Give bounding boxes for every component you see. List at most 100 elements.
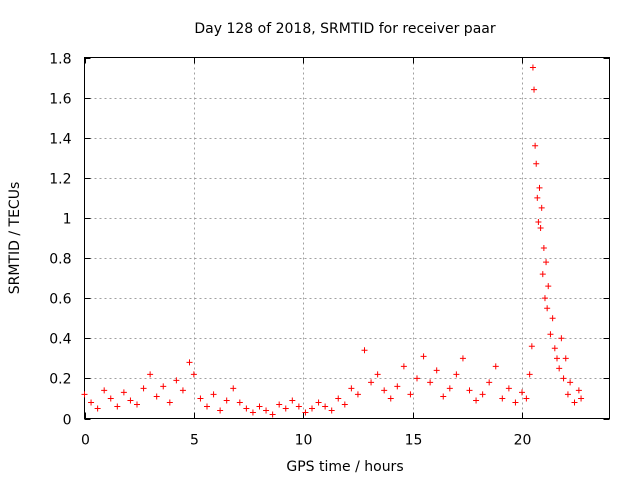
data-point xyxy=(575,387,582,394)
data-point xyxy=(186,359,193,366)
data-point xyxy=(512,399,519,406)
data-point xyxy=(153,393,160,400)
data-point xyxy=(147,371,154,378)
data-marks xyxy=(81,64,585,418)
data-point xyxy=(531,86,538,93)
y-tick-label: 0 xyxy=(63,413,72,429)
data-point xyxy=(302,409,309,416)
data-point xyxy=(179,387,186,394)
data-point xyxy=(230,385,237,392)
y-tick-label: 0.4 xyxy=(49,332,71,348)
y-tick-label: 1.4 xyxy=(49,132,71,148)
data-point xyxy=(499,395,506,402)
data-point xyxy=(107,395,114,402)
data-point xyxy=(549,315,556,322)
data-point xyxy=(263,407,270,414)
data-point xyxy=(562,355,569,362)
data-point xyxy=(473,397,480,404)
data-point xyxy=(466,387,473,394)
y-axis-label: SRMTID / TECUs xyxy=(7,182,23,295)
data-point xyxy=(249,409,256,416)
tick-layer: 0 0.2 0.4 0.6 0.8 1 1.2 1.4 1.6 1.8 0 5 10 15 20 xyxy=(49,52,610,449)
x-tick-label: 20 xyxy=(514,433,532,449)
data-point xyxy=(523,395,530,402)
data-point xyxy=(453,371,460,378)
data-point xyxy=(578,395,585,402)
data-point xyxy=(560,375,567,382)
data-point xyxy=(276,401,283,408)
data-point xyxy=(120,389,127,396)
data-point xyxy=(540,245,547,252)
y-tick-label: 1.2 xyxy=(49,172,71,188)
data-point xyxy=(348,385,355,392)
data-point xyxy=(547,331,554,338)
y-tick-label: 1.8 xyxy=(49,52,71,68)
data-point xyxy=(256,403,263,410)
data-point xyxy=(433,367,440,374)
data-point xyxy=(528,343,535,350)
data-point xyxy=(492,363,499,370)
data-point xyxy=(519,389,525,396)
x-tick-label: 0 xyxy=(81,433,90,449)
data-point xyxy=(534,194,541,201)
data-point xyxy=(564,391,571,398)
data-point xyxy=(328,407,335,414)
data-point xyxy=(440,393,447,400)
data-point xyxy=(190,371,197,378)
data-point xyxy=(88,399,95,406)
x-tick-label: 15 xyxy=(405,433,423,449)
data-point xyxy=(459,355,466,362)
data-point xyxy=(282,405,289,412)
data-point xyxy=(166,399,173,406)
data-point xyxy=(217,407,224,414)
chart-title: Day 128 of 2018, SRMTID for receiver paa… xyxy=(194,21,495,37)
data-point xyxy=(361,347,368,354)
data-point xyxy=(505,385,512,392)
y-tick-label: 0.8 xyxy=(49,252,71,268)
data-point xyxy=(479,391,486,398)
data-point xyxy=(545,283,552,290)
data-point xyxy=(446,385,453,392)
data-point xyxy=(322,403,329,410)
data-point xyxy=(309,405,315,412)
data-point xyxy=(101,387,108,394)
y-tick-label: 0.6 xyxy=(49,292,71,308)
data-point xyxy=(414,375,420,382)
y-tick-label: 1 xyxy=(63,212,72,228)
data-point xyxy=(537,224,544,231)
data-point xyxy=(486,379,493,386)
data-point xyxy=(533,160,540,167)
data-point xyxy=(554,355,560,362)
data-point xyxy=(173,377,180,384)
grid-layer xyxy=(84,57,610,419)
x-axis-label: GPS time / hours xyxy=(286,459,403,475)
data-point xyxy=(236,399,243,406)
data-point xyxy=(535,218,542,225)
data-point xyxy=(94,405,101,412)
data-point xyxy=(556,365,563,372)
data-point xyxy=(160,383,167,390)
data-point xyxy=(289,397,296,404)
data-point xyxy=(341,401,348,408)
data-point xyxy=(544,305,551,312)
data-point xyxy=(114,403,121,410)
data-point xyxy=(140,385,147,392)
y-tick-label: 1.6 xyxy=(49,92,71,108)
data-point xyxy=(354,391,361,398)
data-point xyxy=(427,379,434,386)
data-point xyxy=(551,345,558,352)
data-point xyxy=(81,391,88,398)
data-point xyxy=(368,379,375,386)
data-point xyxy=(223,397,230,404)
plot-frame xyxy=(84,57,610,419)
data-point xyxy=(269,411,276,418)
data-point xyxy=(204,403,210,410)
data-point xyxy=(197,395,204,402)
data-point xyxy=(538,204,545,211)
data-point xyxy=(420,353,427,360)
data-point xyxy=(315,399,322,406)
data-point xyxy=(571,399,578,406)
data-point xyxy=(543,259,550,266)
